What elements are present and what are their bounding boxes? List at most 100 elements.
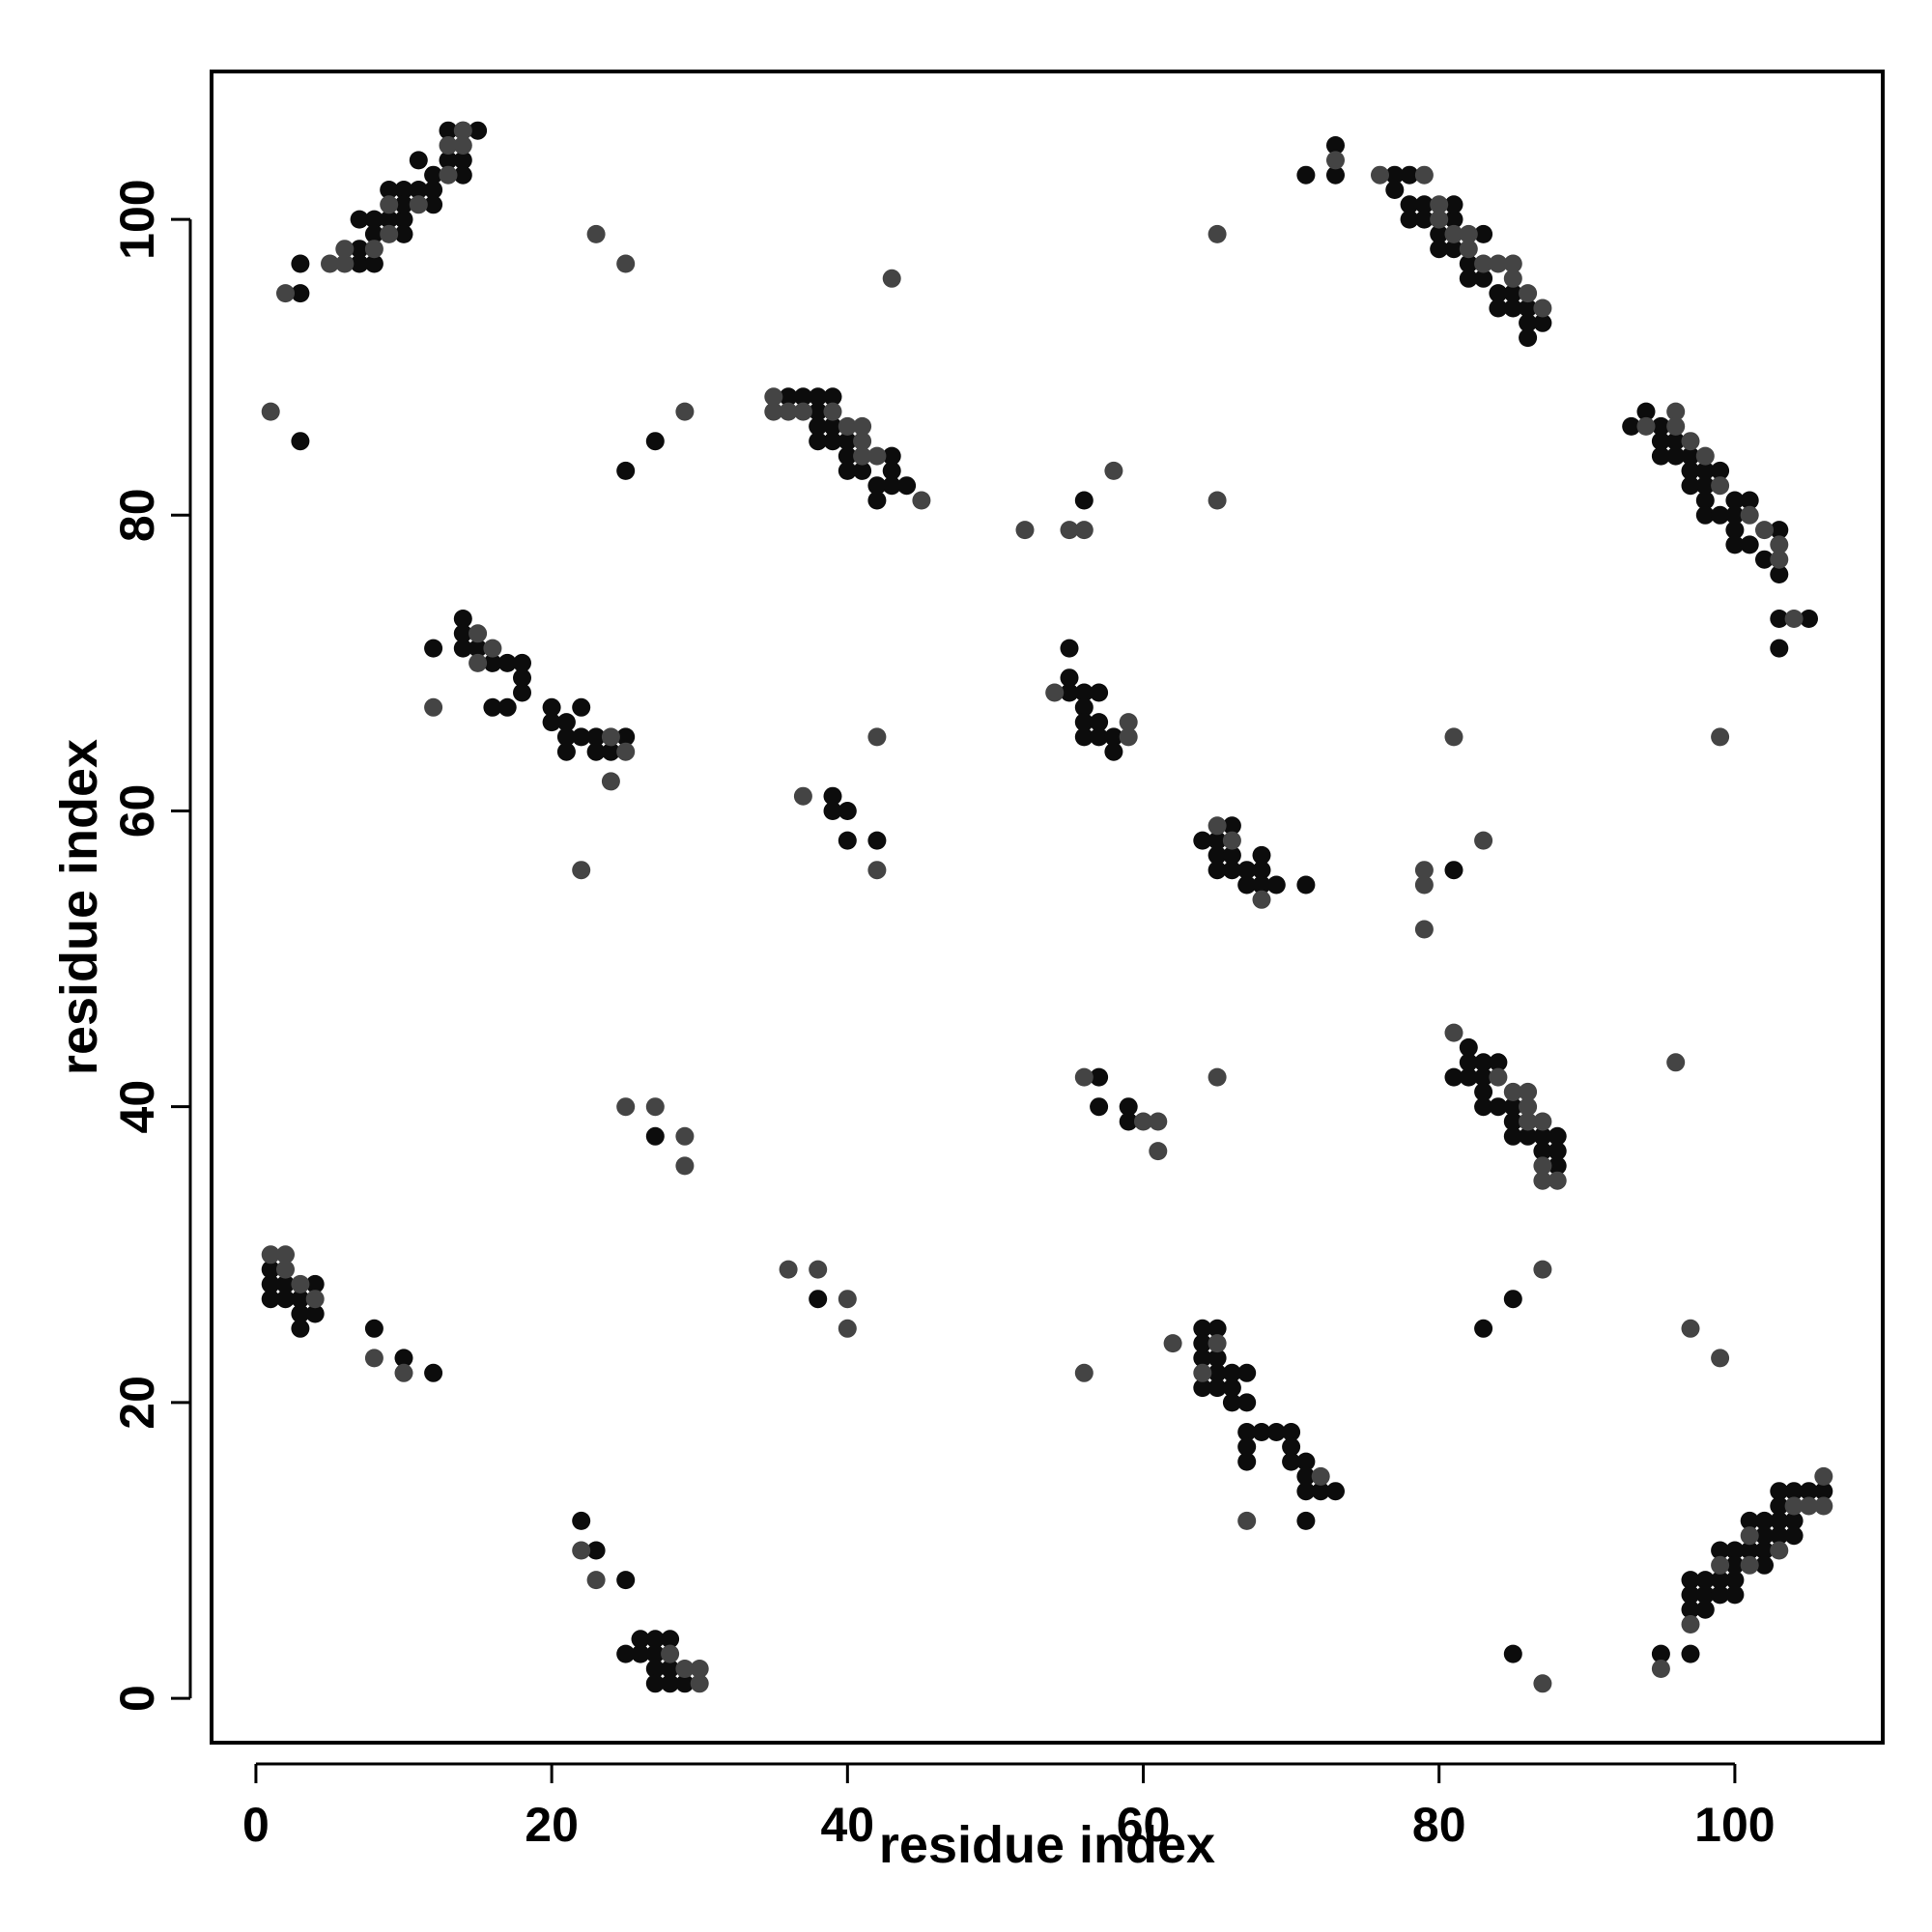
data-point xyxy=(1533,1126,1552,1146)
data-point xyxy=(1222,1393,1241,1412)
data-point xyxy=(1666,432,1686,451)
data-point xyxy=(601,742,620,761)
data-point xyxy=(586,1571,606,1590)
data-point xyxy=(424,181,443,199)
data-point xyxy=(1074,491,1094,510)
data-point xyxy=(364,1349,384,1368)
data-point xyxy=(1503,284,1522,303)
data-point xyxy=(1222,816,1241,836)
data-point xyxy=(1695,505,1715,525)
data-point xyxy=(838,446,857,466)
data-point xyxy=(1800,1496,1818,1516)
data-point xyxy=(1237,1393,1257,1412)
data-point xyxy=(1222,1378,1241,1398)
data-point xyxy=(1489,1067,1508,1087)
data-point xyxy=(1045,683,1065,702)
data-point xyxy=(1252,845,1271,865)
data-point xyxy=(1474,1082,1493,1101)
data-point xyxy=(1296,1511,1316,1530)
data-point xyxy=(1074,1067,1094,1087)
data-point xyxy=(1651,446,1670,466)
data-point xyxy=(823,802,842,820)
data-point xyxy=(1208,816,1227,836)
data-point xyxy=(261,1245,280,1264)
data-point xyxy=(1695,1585,1715,1605)
data-point xyxy=(1104,742,1123,761)
data-point xyxy=(1740,1555,1759,1575)
data-point xyxy=(1533,1171,1552,1190)
data-point xyxy=(853,416,872,436)
data-point xyxy=(1695,461,1715,480)
data-point xyxy=(424,195,443,214)
data-point xyxy=(867,476,887,496)
data-point xyxy=(1503,1290,1522,1309)
data-point xyxy=(1459,1053,1478,1072)
data-point xyxy=(1237,875,1257,895)
data-point xyxy=(616,1571,636,1590)
data-point xyxy=(291,1274,310,1293)
data-point xyxy=(1489,254,1508,273)
data-point xyxy=(542,713,561,732)
data-point xyxy=(1666,1053,1686,1072)
data-point xyxy=(823,786,842,806)
data-point xyxy=(1296,1466,1316,1486)
data-point xyxy=(586,1541,606,1560)
data-point xyxy=(1770,639,1789,658)
x-tick-label: 100 xyxy=(1694,1798,1775,1852)
data-point xyxy=(1400,165,1419,185)
data-point xyxy=(1474,1319,1493,1338)
data-point xyxy=(645,1660,665,1678)
data-point xyxy=(276,1260,295,1279)
y-tick-label: 60 xyxy=(110,784,164,838)
data-point xyxy=(394,224,413,243)
data-point xyxy=(1725,491,1745,510)
data-point xyxy=(394,195,413,214)
data-point xyxy=(1711,1349,1730,1368)
data-point xyxy=(1266,1423,1286,1441)
data-point xyxy=(823,387,842,407)
data-point xyxy=(1104,727,1123,747)
data-point xyxy=(1503,1644,1522,1663)
data-point xyxy=(1519,1082,1538,1101)
data-point xyxy=(1755,1541,1774,1560)
data-point xyxy=(1444,240,1463,259)
data-point xyxy=(1533,1674,1552,1693)
data-point xyxy=(1208,1363,1227,1382)
data-point xyxy=(616,254,636,273)
data-point xyxy=(1548,1126,1567,1146)
data-point xyxy=(1711,1541,1730,1560)
data-point xyxy=(1193,1349,1212,1368)
data-point xyxy=(1208,861,1227,880)
data-point xyxy=(1740,535,1759,554)
data-point xyxy=(424,1363,443,1382)
data-point xyxy=(645,432,665,451)
data-point xyxy=(1503,1097,1522,1117)
data-point xyxy=(1311,1466,1330,1486)
data-point xyxy=(1784,1526,1804,1546)
data-point xyxy=(1237,861,1257,880)
data-point xyxy=(1193,1363,1212,1382)
data-point xyxy=(1651,416,1670,436)
data-point xyxy=(1711,727,1730,747)
y-axis: 0 20 40 60 80 100 xyxy=(110,179,192,1712)
data-point xyxy=(675,1126,695,1146)
data-point xyxy=(1414,195,1434,214)
data-point xyxy=(364,224,384,243)
data-point xyxy=(1193,1378,1212,1398)
data-point xyxy=(1208,1319,1227,1338)
data-point xyxy=(1296,875,1316,895)
data-point xyxy=(469,653,488,672)
data-point xyxy=(1666,402,1686,421)
data-point xyxy=(1770,565,1789,583)
data-point xyxy=(1711,476,1730,496)
data-point xyxy=(350,254,369,273)
data-point xyxy=(764,402,783,421)
data-point xyxy=(1474,831,1493,850)
data-point xyxy=(1414,875,1434,895)
data-point xyxy=(601,772,620,791)
data-point xyxy=(1681,461,1700,480)
data-point xyxy=(1444,195,1463,214)
data-point xyxy=(513,668,531,688)
data-point xyxy=(335,254,355,273)
data-point xyxy=(380,224,399,243)
